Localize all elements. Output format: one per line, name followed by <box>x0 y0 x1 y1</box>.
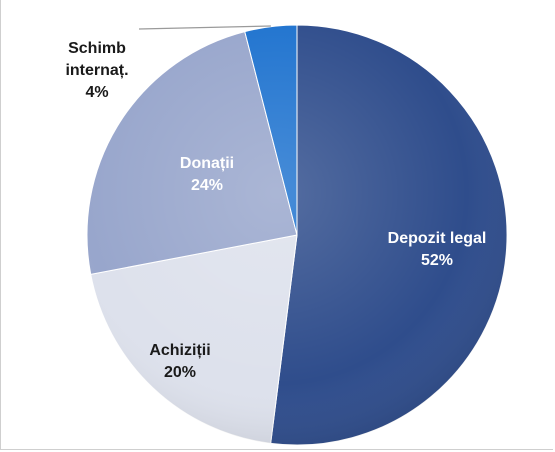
slice-name-label: Schimb <box>68 40 126 57</box>
slice-name-label: Donații <box>180 155 234 172</box>
slice-value-label: 24% <box>191 177 223 194</box>
slice-value-label: 4% <box>85 84 108 101</box>
slice-name-label: internaț. <box>65 62 128 79</box>
slice-value-label: 20% <box>164 364 196 381</box>
slice-value-label: 52% <box>421 252 453 269</box>
slice-name-label: Achiziții <box>149 342 210 359</box>
slice-label: Achiziții 20% <box>149 342 210 381</box>
slice-label: Donații 24% <box>180 155 234 194</box>
slice-label: Schimb internaț. 4% <box>65 40 128 101</box>
slice-name-label: Depozit legal <box>388 230 487 247</box>
slice-label: Depozit legal 52% <box>388 230 487 269</box>
leader-line <box>138 25 271 30</box>
